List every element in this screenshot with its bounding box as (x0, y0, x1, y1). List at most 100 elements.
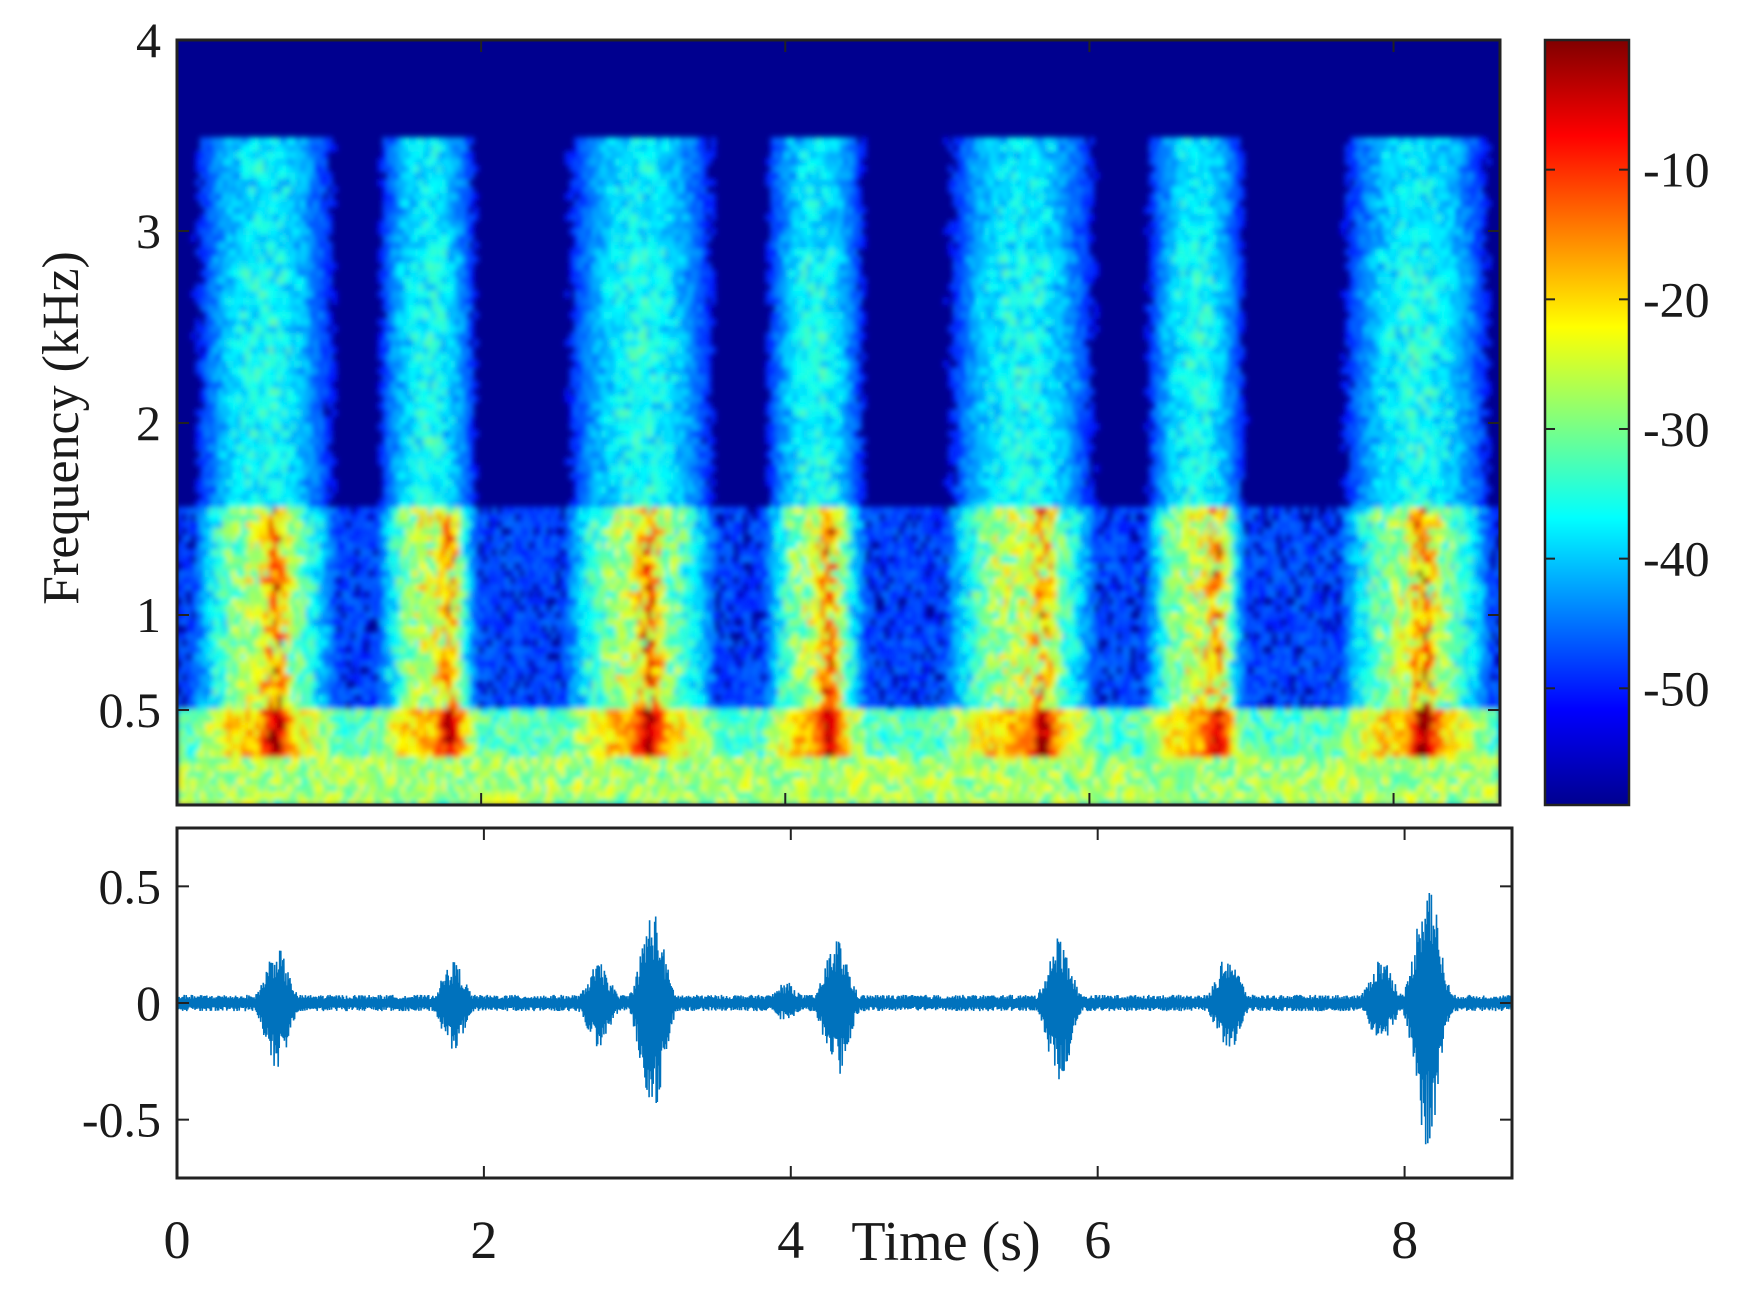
spectrogram-cell (437, 541, 443, 550)
spectrogram-cell (263, 471, 269, 480)
spectrogram-cell (441, 325, 447, 333)
spectrogram-cell (208, 625, 215, 633)
spectrogram-cell (405, 402, 411, 410)
spectrogram-cell (359, 735, 365, 744)
spectrogram-cell (332, 722, 338, 730)
spectrogram-cell (437, 137, 443, 145)
spectrogram-cell (218, 248, 224, 257)
spectrogram-cell (227, 784, 233, 792)
spectrogram-cell (195, 339, 201, 347)
spectrogram-cell (368, 562, 374, 571)
spectrogram-cell (418, 151, 424, 159)
spectrogram-cell (359, 639, 365, 647)
spectrogram-cell (204, 639, 210, 647)
spectrogram-cell (350, 583, 356, 592)
spectrogram-cell (254, 227, 260, 236)
spectrogram-cell (427, 464, 434, 473)
spectrogram-cell (322, 618, 329, 626)
spectrogram-cell (177, 506, 183, 515)
spectrogram-cell (245, 576, 251, 585)
spectrogram-cell (227, 729, 233, 737)
spectrogram-cell (354, 777, 361, 785)
spectrogram-cell (259, 332, 265, 340)
spectrogram-cell (409, 694, 415, 702)
spectrogram-cell (405, 137, 411, 145)
spectrogram-cell (245, 555, 251, 564)
spectrogram-cell (272, 506, 278, 515)
spectrogram-cell (222, 158, 228, 166)
spectrogram-cell (446, 729, 452, 737)
spectrogram-cell (309, 318, 315, 326)
spectrogram-cell (341, 798, 347, 805)
spectrogram-cell (427, 471, 434, 480)
spectrogram-cell (427, 332, 434, 340)
spectrogram-cell (414, 492, 420, 501)
spectrogram-cell (277, 290, 283, 298)
spectrogram-cell (336, 749, 342, 758)
spectrogram-cell (281, 227, 288, 236)
spectrogram-cell (423, 450, 429, 459)
spectrogram-cell (254, 735, 260, 744)
spectrogram-cell (395, 248, 402, 257)
spectrogram-cell (181, 653, 187, 661)
spectrogram-cell (327, 395, 333, 403)
spectrogram-cell (377, 318, 383, 326)
spectrogram-cell (441, 618, 447, 626)
spectrogram-cell (295, 171, 301, 180)
spectrogram-cell (268, 701, 274, 709)
spectrogram-cell (300, 784, 306, 792)
spectrogram-cell (199, 597, 205, 606)
spectrogram-cell (249, 597, 256, 606)
spectrogram-cell (418, 659, 424, 668)
spectrogram-cell (400, 729, 406, 737)
spectrogram-cell (295, 206, 301, 215)
spectrogram-cell (386, 144, 393, 152)
spectrogram-cell (295, 409, 301, 417)
spectrogram-cell (195, 151, 201, 159)
spectrogram-cell (231, 499, 237, 508)
spectrogram-cell (268, 318, 274, 326)
spectrogram-cell (322, 680, 329, 689)
spectrogram-cell (432, 416, 438, 424)
spectrogram-cell (213, 534, 219, 543)
spectrogram-cell (227, 290, 233, 298)
spectrogram-cell (249, 687, 256, 696)
spectrogram-cell (186, 583, 192, 592)
spectrogram-cell (254, 290, 260, 298)
spectrogram-cell (318, 457, 324, 466)
spectrogram-cell (318, 742, 324, 751)
spectrogram-cell (382, 269, 388, 277)
spectrogram-cell (409, 701, 415, 709)
spectrogram-cell (295, 450, 301, 459)
spectrogram-cell (245, 332, 251, 340)
spectrogram-cell (277, 499, 283, 508)
spectrogram-cell (432, 367, 438, 375)
spectrogram-cell (446, 374, 452, 382)
spectrogram-cell (423, 199, 429, 208)
spectrogram-cell (382, 791, 388, 799)
spectrogram-cell (427, 192, 434, 201)
spectrogram-cell (427, 548, 434, 557)
spectrogram-cell (286, 735, 292, 744)
spectrogram-cell (236, 269, 242, 277)
spectrogram-cell (300, 639, 306, 647)
spectrogram-cell (195, 715, 201, 723)
spectrogram-cell (309, 749, 315, 758)
spectrogram-cell (382, 227, 388, 236)
spectrogram-cell (218, 464, 224, 473)
spectrogram-cell (227, 178, 233, 187)
spectrogram-cell (414, 457, 420, 466)
spectrogram-cell (227, 206, 233, 215)
spectrogram-cell (240, 290, 247, 298)
spectrogram-cell (281, 269, 288, 277)
spectrogram-cell (240, 464, 247, 473)
spectrogram-cell (190, 680, 196, 689)
spectrogram-cell (272, 339, 278, 347)
spectrogram-cell (204, 423, 210, 431)
spectrogram-cell (423, 597, 429, 606)
spectrogram-cell (400, 625, 406, 633)
spectrogram-cell (391, 213, 397, 222)
spectrogram-cell (432, 680, 438, 689)
spectrogram-cell (423, 618, 429, 626)
spectrogram-cell (222, 248, 228, 257)
